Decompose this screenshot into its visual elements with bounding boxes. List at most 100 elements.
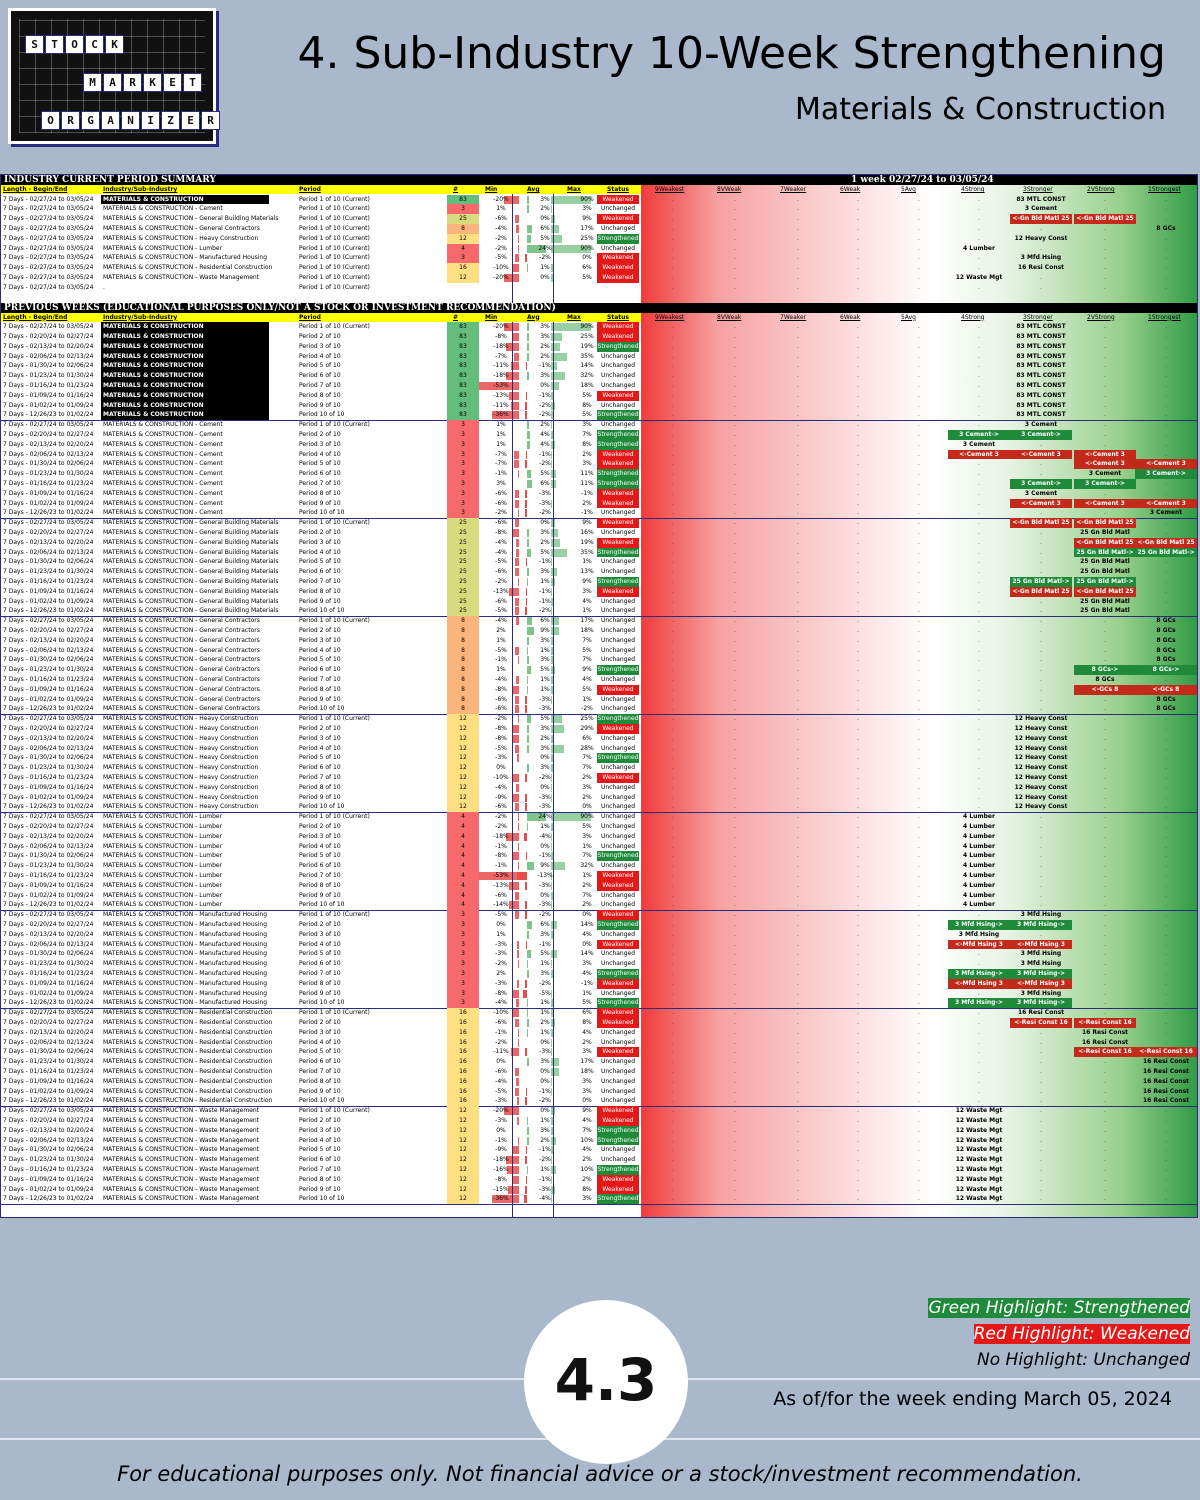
cell-min: -9% (495, 1146, 507, 1154)
table-row: 7 Days - 01/09/24 to 01/16/24 MATERIALS &… (1, 1076, 1197, 1087)
cell-length: 7 Days - 02/27/24 to 03/05/24 (3, 283, 94, 291)
logo-letter: K (105, 35, 124, 54)
level-dot: . (857, 489, 859, 497)
level-dot: . (918, 970, 920, 977)
level-dot: . (1104, 999, 1106, 1007)
level-dot: . (857, 940, 859, 948)
group-separator (1, 1203, 1197, 1205)
cell-avg: -3% (539, 803, 551, 811)
level-dot: . (797, 1019, 799, 1026)
level-dot: . (1040, 1107, 1042, 1115)
level-dot: . (857, 970, 859, 977)
table-row: 7 Days - 01/23/24 to 01/30/24 MATERIALS &… (1, 763, 1197, 773)
level-dot: . (857, 499, 859, 507)
cell-length: 7 Days - 02/06/24 to 02/13/24 (3, 842, 94, 850)
level-dot: . (1040, 842, 1042, 850)
level-dot: . (1165, 862, 1167, 870)
level-dot: . (1165, 587, 1167, 595)
avg-bar (526, 558, 527, 567)
level-dot: . (1104, 803, 1106, 811)
rank-tag: 83 MTL CONST (1016, 391, 1066, 399)
level-dot: . (672, 646, 674, 654)
table-row: 7 Days - 02/27/24 to 03/05/24. Period 1 o… (1, 283, 1197, 293)
level-dot: . (797, 989, 799, 997)
cell-industry: MATERIALS & CONSTRUCTION - General Contr… (103, 225, 260, 232)
level-dot: . (1165, 283, 1167, 291)
cell-avg: 0% (540, 215, 550, 223)
cell-period: Period 7 of 10 (299, 1166, 341, 1173)
level-dot: . (797, 1185, 799, 1193)
level-dot: . (1165, 431, 1167, 438)
max-bar (551, 421, 553, 430)
level-dot: . (1165, 852, 1167, 860)
level-dot: . (978, 832, 980, 840)
level-dot: . (1104, 1126, 1106, 1134)
status-badge: Unchanged (600, 597, 636, 605)
level-dot: . (734, 274, 736, 281)
cell-count: 83 (447, 390, 479, 401)
max-bar (551, 970, 553, 978)
cell-industry: MATERIALS & CONSTRUCTION - Heavy Constru… (103, 783, 259, 791)
cell-max: 18% (580, 627, 594, 634)
cell-min: -36% (493, 1195, 509, 1203)
level-dot: . (857, 421, 859, 429)
cell-max: 25% (580, 333, 594, 340)
cell-max: 3% (582, 1077, 592, 1085)
rank-tag: <-Gn Bld Matl 25 (1010, 586, 1072, 597)
cell-avg: 3% (540, 1058, 550, 1066)
max-bar (551, 499, 552, 508)
status-badge: Unchanged (600, 646, 636, 654)
status-badge: Unchanged (600, 676, 636, 683)
avg-bar (527, 744, 530, 753)
level-dot: . (918, 1048, 920, 1056)
logo-letter: K (143, 73, 162, 92)
level-dot: . (918, 323, 920, 331)
level-dot: . (797, 783, 799, 791)
level-dot: . (1165, 979, 1167, 987)
level-dot: . (1104, 911, 1106, 919)
level-dot: . (978, 774, 980, 781)
avg-bar (527, 480, 532, 488)
rank-tag: 83 MTL CONST (1016, 411, 1066, 419)
level-dot: . (1040, 823, 1042, 830)
avg-bar (527, 529, 530, 537)
level-dot: . (672, 754, 674, 762)
cell-count: 16 (447, 1096, 479, 1107)
cell-length: 7 Days - 01/23/24 to 01/30/24 (3, 1156, 94, 1164)
table-row: 7 Days - 02/20/24 to 02/27/24 MATERIALS &… (1, 724, 1197, 734)
max-bar (551, 362, 558, 371)
cell-length: 7 Days - 02/27/24 to 03/05/24 (3, 195, 94, 203)
level-dot: . (734, 578, 736, 585)
status-badge: Unchanged (600, 636, 636, 644)
level-dot: . (1040, 597, 1042, 605)
cell-max: 8% (582, 1019, 592, 1026)
max-bar (551, 195, 591, 204)
column-header-avg: Avg (527, 186, 540, 193)
cell-min: -2% (495, 509, 507, 517)
cell-length: 7 Days - 02/13/24 to 02/20/24 (3, 440, 94, 448)
level-dot: . (857, 930, 859, 938)
level-dot: . (797, 568, 799, 576)
cell-avg: 0% (540, 519, 550, 527)
level-dot: . (978, 960, 980, 968)
level-dot: . (918, 274, 920, 281)
cell-max: 5% (582, 823, 592, 830)
level-dot: . (797, 930, 799, 938)
cell-max: 1% (582, 842, 592, 850)
level-dot: . (857, 1077, 859, 1085)
rank-tag: <-Mfd Hsing 3 (1010, 978, 1072, 989)
level-dot: . (1040, 460, 1042, 468)
level-dot: . (857, 979, 859, 987)
cell-length: 7 Days - 01/09/24 to 01/16/24 (3, 391, 94, 399)
cell-length: 7 Days - 02/20/24 to 02/27/24 (3, 627, 94, 634)
level-dot: . (978, 989, 980, 997)
avg-bar (527, 970, 530, 978)
level-dot: . (1104, 391, 1106, 399)
level-dot: . (672, 529, 674, 536)
level-dot: . (857, 342, 859, 350)
level-dot: . (978, 901, 980, 909)
rank-tag: 16 Resi Const (1142, 1077, 1190, 1085)
status-badge: Weakened (597, 1116, 639, 1126)
level-dot: . (857, 244, 859, 252)
